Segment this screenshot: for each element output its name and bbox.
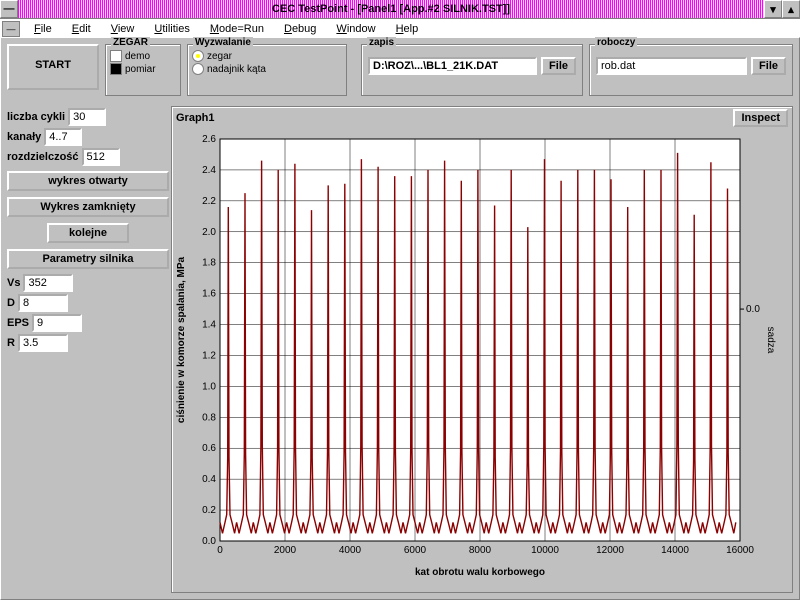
svg-text:2000: 2000 xyxy=(274,545,297,556)
roboczy-caption: roboczy xyxy=(595,37,637,48)
svg-text:8000: 8000 xyxy=(469,545,492,556)
left-panel: liczba cykli30 kanały4..7 rozdzielczość5… xyxy=(7,106,165,354)
menu-view[interactable]: View xyxy=(101,22,145,36)
svg-text:2.0: 2.0 xyxy=(202,227,216,238)
kolejne-button[interactable]: kolejne xyxy=(47,223,129,243)
window-title: CEC TestPoint - [Panel1 [App.#2 SILNIK.T… xyxy=(18,3,764,15)
svg-text:14000: 14000 xyxy=(661,545,689,556)
zapis-file-button[interactable]: File xyxy=(541,57,576,75)
wyzw-zegar[interactable]: zegar xyxy=(192,50,342,62)
svg-text:0.4: 0.4 xyxy=(202,474,216,485)
svg-text:2.6: 2.6 xyxy=(202,134,216,145)
menu-bar: — File Edit View Utilities Mode=Run Debu… xyxy=(0,19,800,39)
svg-text:12000: 12000 xyxy=(596,545,624,556)
menu-window[interactable]: Window xyxy=(326,22,385,36)
d-input[interactable]: 8 xyxy=(18,294,68,312)
zegar-pomiar[interactable]: pomiar xyxy=(110,63,176,75)
parametry-silnika-button[interactable]: Parametry silnika xyxy=(7,249,169,269)
menu-utilities[interactable]: Utilities xyxy=(144,22,199,36)
svg-text:0.2: 0.2 xyxy=(202,505,216,516)
liczba-cykli-input[interactable]: 30 xyxy=(68,108,106,126)
wykres-zamkniety-button[interactable]: Wykres zamknięty xyxy=(7,197,169,217)
eps-input[interactable]: 9 xyxy=(32,314,82,332)
svg-text:0.8: 0.8 xyxy=(202,412,216,423)
menu-file[interactable]: File xyxy=(24,22,62,36)
svg-text:ciśnienie w komorze spalania,: ciśnienie w komorze spalania, MPa xyxy=(176,256,187,423)
radio-off-icon xyxy=(192,63,204,75)
svg-text:1.2: 1.2 xyxy=(202,350,216,361)
maximize-icon[interactable]: ▴ xyxy=(782,0,800,18)
roboczy-path[interactable]: rob.dat xyxy=(596,57,747,75)
graph-title: Graph1 xyxy=(176,112,215,124)
zegar-demo[interactable]: demo xyxy=(110,50,176,62)
zapis-path[interactable]: D:\ROZ\...\BL1_21K.DAT xyxy=(368,57,537,75)
svg-text:2.4: 2.4 xyxy=(202,165,216,176)
svg-text:0.6: 0.6 xyxy=(202,443,216,454)
menu-help[interactable]: Help xyxy=(386,22,429,36)
minimize-icon[interactable]: ▾ xyxy=(764,0,782,18)
title-bar: — CEC TestPoint - [Panel1 [App.#2 SILNIK… xyxy=(0,0,800,19)
inspect-button[interactable]: Inspect xyxy=(733,109,788,127)
wykres-otwarty-button[interactable]: wykres otwarty xyxy=(7,171,169,191)
svg-text:kat obrotu walu korbowego: kat obrotu walu korbowego xyxy=(415,567,545,578)
svg-text:4000: 4000 xyxy=(339,545,362,556)
system-menu-icon[interactable]: — xyxy=(0,0,18,18)
menu-mode[interactable]: Mode=Run xyxy=(200,22,274,36)
zapis-caption: zapis xyxy=(367,37,396,48)
svg-text:1.6: 1.6 xyxy=(202,289,216,300)
svg-text:6000: 6000 xyxy=(404,545,427,556)
svg-text:0.0: 0.0 xyxy=(202,536,216,547)
wyzw-nadajnik[interactable]: nadajnik kąta xyxy=(192,63,342,75)
svg-text:10000: 10000 xyxy=(531,545,559,556)
pressure-chart: 0.0 0.2 0.4 0.6 0.8 1.0 1.2 1.4 1.6 1.8 2.0 2.2 2.4 2… xyxy=(172,129,778,579)
svg-text:2.2: 2.2 xyxy=(202,196,216,207)
wyzw-caption: Wyzwalanie xyxy=(193,37,253,48)
svg-text:1.0: 1.0 xyxy=(202,381,216,392)
vs-input[interactable]: 352 xyxy=(23,274,73,292)
zegar-caption: ZEGAR xyxy=(111,37,150,48)
roboczy-file-button[interactable]: File xyxy=(751,57,786,75)
menu-edit[interactable]: Edit xyxy=(62,22,101,36)
svg-text:1.8: 1.8 xyxy=(202,258,216,269)
kanaly-input[interactable]: 4..7 xyxy=(44,128,82,146)
menu-debug[interactable]: Debug xyxy=(274,22,326,36)
svg-text:16000: 16000 xyxy=(726,545,754,556)
svg-text:0: 0 xyxy=(217,545,223,556)
svg-text:1.4: 1.4 xyxy=(202,320,216,331)
r-input[interactable]: 3.5 xyxy=(18,334,68,352)
svg-text:0.0: 0.0 xyxy=(746,304,760,315)
mdi-system-icon[interactable]: — xyxy=(2,21,20,37)
svg-text:sadza: sadza xyxy=(765,327,776,354)
graph-panel: Graph1 Inspect 0.0 0.2 0.4 0.6 0.8 1.0 1.2 1.4 1… xyxy=(171,106,793,593)
radio-on-icon xyxy=(192,50,204,62)
rozdz-input[interactable]: 512 xyxy=(82,148,120,166)
start-button[interactable]: START xyxy=(7,44,99,90)
